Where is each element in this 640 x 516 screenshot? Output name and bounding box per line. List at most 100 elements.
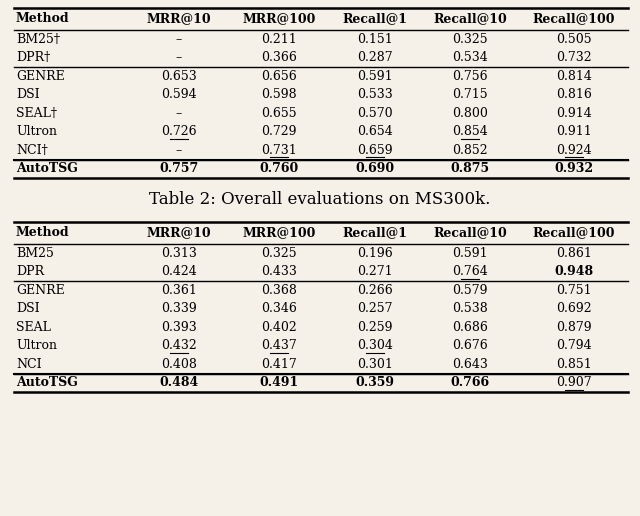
- Text: Recall@1: Recall@1: [342, 227, 408, 239]
- Text: 0.151: 0.151: [357, 33, 393, 46]
- Text: 0.731: 0.731: [261, 144, 297, 157]
- Text: Recall@100: Recall@100: [532, 12, 615, 25]
- Text: 0.538: 0.538: [452, 302, 488, 315]
- Text: Method: Method: [16, 12, 70, 25]
- Text: 0.816: 0.816: [556, 88, 592, 101]
- Text: AutoTSG: AutoTSG: [16, 162, 78, 175]
- Text: 0.851: 0.851: [556, 358, 592, 371]
- Text: 0.266: 0.266: [357, 284, 393, 297]
- Text: 0.301: 0.301: [357, 358, 393, 371]
- Text: Method: Method: [16, 227, 70, 239]
- Text: 0.924: 0.924: [556, 144, 592, 157]
- Text: 0.402: 0.402: [261, 321, 297, 334]
- Text: 0.368: 0.368: [261, 284, 297, 297]
- Text: 0.196: 0.196: [357, 247, 393, 260]
- Text: 0.676: 0.676: [452, 339, 488, 352]
- Text: GENRE: GENRE: [16, 70, 65, 83]
- Text: 0.366: 0.366: [261, 51, 297, 64]
- Text: Recall@1: Recall@1: [342, 12, 408, 25]
- Text: 0.800: 0.800: [452, 107, 488, 120]
- Text: Recall@10: Recall@10: [433, 227, 507, 239]
- Text: 0.424: 0.424: [161, 265, 197, 278]
- Text: 0.570: 0.570: [357, 107, 393, 120]
- Text: 0.654: 0.654: [357, 125, 393, 138]
- Text: 0.433: 0.433: [261, 265, 297, 278]
- Text: 0.339: 0.339: [161, 302, 197, 315]
- Text: 0.257: 0.257: [357, 302, 393, 315]
- Text: Ultron: Ultron: [16, 339, 57, 352]
- Text: 0.408: 0.408: [161, 358, 197, 371]
- Text: GENRE: GENRE: [16, 284, 65, 297]
- Text: 0.854: 0.854: [452, 125, 488, 138]
- Text: 0.814: 0.814: [556, 70, 592, 83]
- Text: 0.911: 0.911: [556, 125, 592, 138]
- Text: 0.861: 0.861: [556, 247, 592, 260]
- Text: DPR: DPR: [16, 265, 44, 278]
- Text: –: –: [176, 107, 182, 120]
- Text: 0.211: 0.211: [261, 33, 297, 46]
- Text: 0.259: 0.259: [357, 321, 393, 334]
- Text: 0.484: 0.484: [159, 376, 198, 389]
- Text: –: –: [176, 33, 182, 46]
- Text: 0.751: 0.751: [556, 284, 592, 297]
- Text: 0.505: 0.505: [556, 33, 592, 46]
- Text: 0.686: 0.686: [452, 321, 488, 334]
- Text: DSI: DSI: [16, 88, 40, 101]
- Text: 0.359: 0.359: [355, 376, 394, 389]
- Text: 0.287: 0.287: [357, 51, 393, 64]
- Text: 0.764: 0.764: [452, 265, 488, 278]
- Text: 0.907: 0.907: [556, 376, 592, 389]
- Text: NCI: NCI: [16, 358, 42, 371]
- Text: NCI†: NCI†: [16, 144, 48, 157]
- Text: 0.948: 0.948: [554, 265, 593, 278]
- Text: 0.579: 0.579: [452, 284, 488, 297]
- Text: 0.757: 0.757: [159, 162, 198, 175]
- Text: 0.271: 0.271: [357, 265, 393, 278]
- Text: BM25†: BM25†: [16, 33, 60, 46]
- Text: 0.361: 0.361: [161, 284, 197, 297]
- Text: 0.852: 0.852: [452, 144, 488, 157]
- Text: 0.417: 0.417: [261, 358, 297, 371]
- Text: 0.875: 0.875: [451, 162, 490, 175]
- Text: 0.729: 0.729: [261, 125, 297, 138]
- Text: 0.591: 0.591: [357, 70, 393, 83]
- Text: 0.656: 0.656: [261, 70, 297, 83]
- Text: 0.313: 0.313: [161, 247, 197, 260]
- Text: 0.437: 0.437: [261, 339, 297, 352]
- Text: 0.760: 0.760: [259, 162, 299, 175]
- Text: MRR@100: MRR@100: [243, 227, 316, 239]
- Text: DPR†: DPR†: [16, 51, 51, 64]
- Text: 0.732: 0.732: [556, 51, 592, 64]
- Text: 0.534: 0.534: [452, 51, 488, 64]
- Text: 0.715: 0.715: [452, 88, 488, 101]
- Text: 0.591: 0.591: [452, 247, 488, 260]
- Text: Table 2: Overall evaluations on MS300k.: Table 2: Overall evaluations on MS300k.: [149, 191, 491, 208]
- Text: 0.655: 0.655: [261, 107, 297, 120]
- Text: BM25: BM25: [16, 247, 54, 260]
- Text: 0.914: 0.914: [556, 107, 592, 120]
- Text: 0.756: 0.756: [452, 70, 488, 83]
- Text: Ultron: Ultron: [16, 125, 57, 138]
- Text: MRR@10: MRR@10: [147, 12, 211, 25]
- Text: SEAL: SEAL: [16, 321, 51, 334]
- Text: 0.794: 0.794: [556, 339, 592, 352]
- Text: 0.393: 0.393: [161, 321, 197, 334]
- Text: 0.766: 0.766: [451, 376, 490, 389]
- Text: AutoTSG: AutoTSG: [16, 376, 78, 389]
- Text: 0.690: 0.690: [355, 162, 395, 175]
- Text: 0.346: 0.346: [261, 302, 297, 315]
- Text: MRR@100: MRR@100: [243, 12, 316, 25]
- Text: 0.533: 0.533: [357, 88, 393, 101]
- Text: –: –: [176, 51, 182, 64]
- Text: 0.653: 0.653: [161, 70, 197, 83]
- Text: –: –: [176, 144, 182, 157]
- Text: 0.432: 0.432: [161, 339, 197, 352]
- Text: 0.879: 0.879: [556, 321, 592, 334]
- Text: 0.598: 0.598: [261, 88, 297, 101]
- Text: 0.325: 0.325: [261, 247, 297, 260]
- Text: Recall@10: Recall@10: [433, 12, 507, 25]
- Text: 0.932: 0.932: [554, 162, 593, 175]
- Text: MRR@10: MRR@10: [147, 227, 211, 239]
- Text: 0.643: 0.643: [452, 358, 488, 371]
- Text: 0.594: 0.594: [161, 88, 197, 101]
